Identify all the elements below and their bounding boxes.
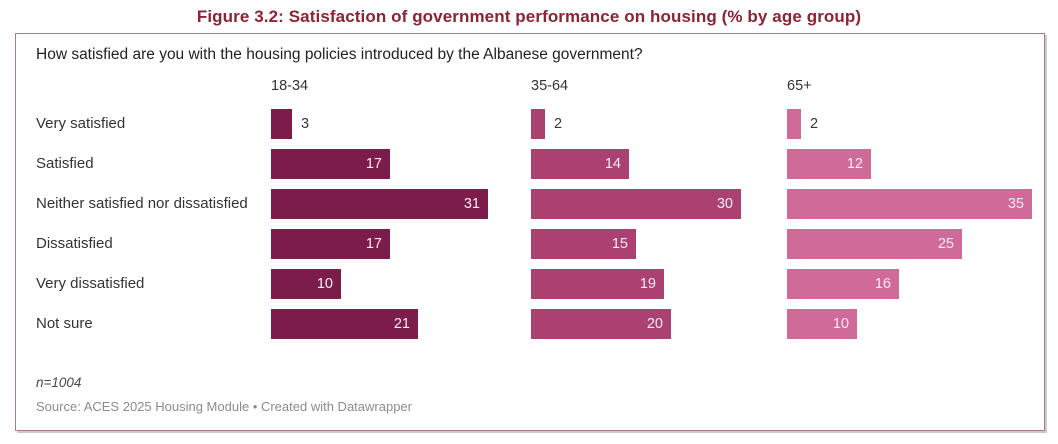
bar: 10 [787, 309, 857, 339]
bar-value-label: 15 [611, 236, 628, 252]
bar: 3 [271, 109, 309, 139]
bar: 16 [787, 269, 899, 299]
bar: 31 [271, 189, 488, 219]
column-header-65-: 65+ [787, 78, 812, 94]
row-label: Satisfied [36, 155, 94, 172]
column-header-18-34: 18-34 [271, 78, 309, 94]
bar-value-label: 25 [937, 236, 954, 252]
chart-card: How satisfied are you with the housing p… [15, 33, 1045, 431]
sample-size-note: n=1004 [36, 375, 82, 390]
bar-value-label: 21 [393, 316, 410, 332]
column-header-35-64: 35-64 [531, 78, 569, 94]
bar-value-label: 17 [365, 236, 382, 252]
chart-question: How satisfied are you with the housing p… [36, 46, 643, 63]
bar-value-label: 3 [301, 116, 310, 132]
bar-value-label: 35 [1007, 196, 1024, 212]
bar-value-label: 14 [604, 156, 621, 172]
bar: 17 [271, 149, 390, 179]
bar: 15 [531, 229, 636, 259]
bar: 10 [271, 269, 341, 299]
bar: 25 [787, 229, 962, 259]
bar-value-label: 2 [554, 116, 563, 132]
row-label: Not sure [36, 315, 93, 332]
bar-value-label: 19 [639, 276, 656, 292]
bar-value-label: 2 [810, 116, 819, 132]
bar-value-label: 17 [365, 156, 382, 172]
bar: 12 [787, 149, 871, 179]
row-label: Very satisfied [36, 115, 126, 132]
bar: 17 [271, 229, 390, 259]
bar-value-label: 10 [316, 276, 333, 292]
bar: 14 [531, 149, 629, 179]
bar: 19 [531, 269, 664, 299]
bar-value-label: 16 [874, 276, 891, 292]
bar-value-label: 31 [463, 196, 480, 212]
row-label: Dissatisfied [36, 235, 113, 252]
bar: 20 [531, 309, 671, 339]
bar: 2 [787, 109, 818, 139]
bar-value-label: 12 [846, 156, 863, 172]
bar-value-label: 20 [646, 316, 663, 332]
row-label: Neither satisfied nor dissatisfied [36, 195, 248, 212]
bar: 35 [787, 189, 1032, 219]
bar: 21 [271, 309, 418, 339]
source-attribution: Source: ACES 2025 Housing Module • Creat… [36, 399, 412, 414]
figure-title: Figure 3.2: Satisfaction of government p… [196, 7, 862, 26]
bar-value-label: 10 [832, 316, 849, 332]
bar-value-label: 30 [716, 196, 733, 212]
row-label: Very dissatisfied [36, 275, 145, 292]
bar: 2 [531, 109, 562, 139]
bar: 30 [531, 189, 741, 219]
